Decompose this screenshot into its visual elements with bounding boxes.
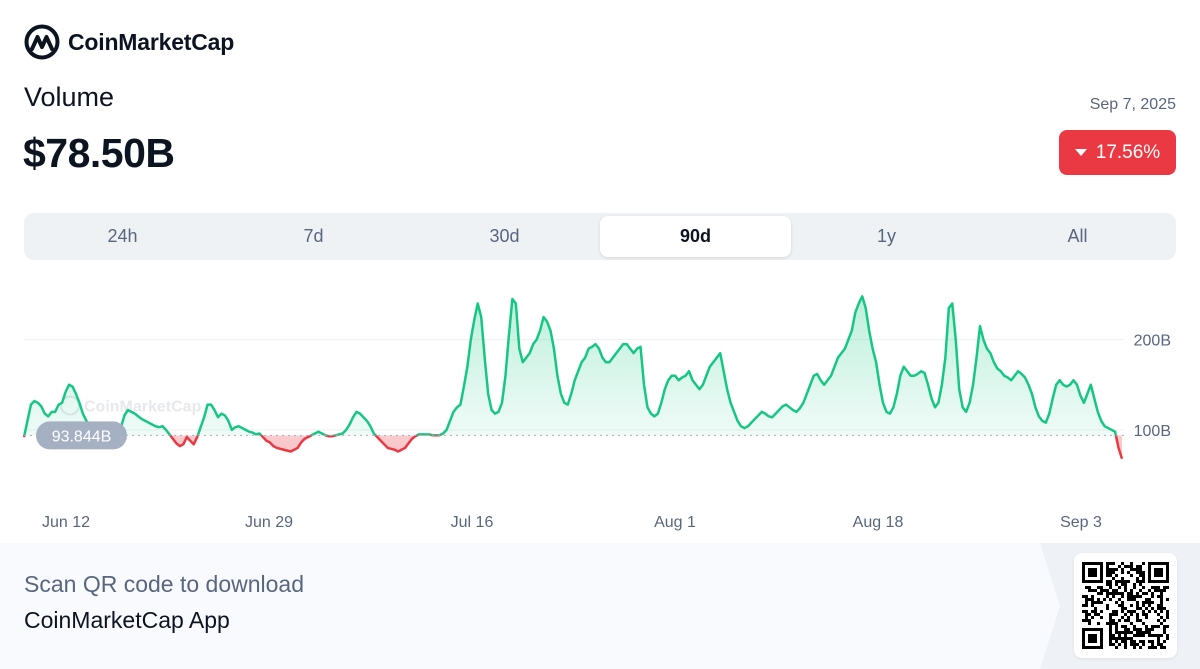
area-below-baseline (24, 435, 1122, 459)
as-of-date: Sep 7, 2025 (1089, 96, 1176, 113)
baseline-badge: 93.844B (36, 421, 127, 450)
x-tick-label-5: Sep 3 (1060, 514, 1102, 531)
tab-all[interactable]: All (1067, 226, 1088, 246)
x-tick-label-4: Aug 18 (853, 514, 904, 531)
volume-chart[interactable]: CoinMarketCap 93.844B 200B 100B Jun 12 Jun 29… (0, 270, 1200, 540)
baseline-label: 93.844B (52, 428, 112, 445)
baseline-badge-bg (36, 421, 127, 450)
qr-code-icon (1082, 562, 1169, 649)
footer-cta-line1: Scan QR code to download (24, 571, 305, 597)
x-tick-label-0: Jun 12 (42, 514, 90, 531)
range-tabs: 24h 7d 30d 90d 1y All (24, 213, 1176, 260)
qr-code[interactable] (1074, 553, 1177, 658)
tab-90d[interactable]: 90d (600, 216, 791, 257)
metric-title: Volume (24, 82, 115, 112)
download-footer: Scan QR code to download CoinMarketCap A… (0, 543, 1200, 669)
change-percent: 17.56% (1095, 141, 1161, 163)
y-tick-label-0: 200B (1134, 333, 1171, 350)
area-above-baseline (24, 296, 1122, 436)
metric-value: $78.50B (23, 130, 175, 176)
cmc-logo-icon (24, 24, 60, 60)
tab-7d[interactable]: 7d (303, 226, 324, 246)
tab-1y[interactable]: 1y (876, 226, 896, 246)
caret-down-icon (1074, 149, 1087, 156)
chart-watermark-text: CoinMarketCap (84, 399, 202, 416)
tab-24h[interactable]: 24h (107, 226, 138, 246)
footer-cta-line2: CoinMarketCap App (24, 607, 230, 633)
x-tick-label-3: Aug 1 (654, 514, 696, 531)
change-badge: 17.56% (1059, 130, 1176, 175)
y-tick-label-1: 100B (1134, 423, 1171, 440)
tab-30d[interactable]: 30d (489, 226, 520, 246)
x-tick-label-2: Jul 16 (451, 514, 494, 531)
brand[interactable]: CoinMarketCap (24, 24, 234, 60)
series-line-up (23, 295, 1118, 436)
volume-chart-svg[interactable]: CoinMarketCap 93.844B 200B 100B Jun 12 Jun 29… (0, 270, 1200, 540)
x-tick-label-1: Jun 29 (245, 514, 293, 531)
brand-name: CoinMarketCap (68, 28, 235, 55)
